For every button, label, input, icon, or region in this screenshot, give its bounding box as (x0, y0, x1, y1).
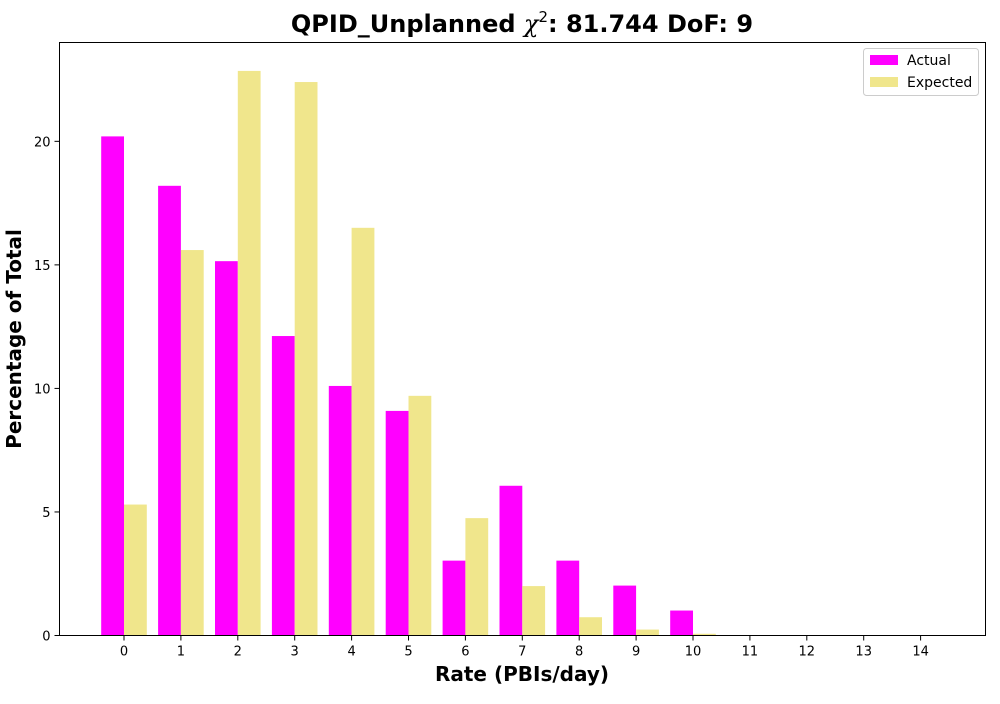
legend-swatch-expected (870, 77, 898, 87)
x-axis-label: Rate (PBIs/day) (435, 662, 609, 686)
chart-title: QPID_Unplanned χ2: 81.744 DoF: 9 (291, 8, 753, 38)
bar-expected-9 (636, 630, 659, 636)
x-tick-label-13: 13 (855, 645, 872, 660)
chart-title-prefix: QPID_Unplanned (291, 10, 524, 38)
bar-actual-6 (443, 561, 466, 636)
chart-title-chi-symbol: χ (522, 10, 540, 38)
x-tick-label-5: 5 (404, 645, 412, 660)
bar-actual-3 (272, 336, 295, 635)
bar-expected-8 (579, 617, 602, 635)
bar-expected-0 (124, 505, 147, 636)
x-tick-label-8: 8 (575, 645, 583, 660)
x-tick-label-6: 6 (461, 645, 469, 660)
y-tick-label-0: 0 (42, 630, 50, 645)
bar-actual-10 (670, 611, 693, 636)
bar-expected-5 (409, 396, 432, 636)
bar-actual-4 (329, 386, 352, 636)
bar-actual-5 (386, 411, 409, 636)
bar-expected-1 (181, 250, 204, 635)
bar-expected-3 (295, 82, 318, 635)
x-tick-label-7: 7 (518, 645, 526, 660)
x-tick-label-14: 14 (912, 645, 929, 660)
chart-title-suffix: : 81.744 DoF: 9 (548, 10, 753, 38)
y-tick-label-15: 15 (34, 259, 51, 274)
bar-actual-8 (556, 561, 579, 636)
legend: Actual Expected (864, 49, 979, 96)
bar-expected-6 (465, 518, 488, 635)
x-tick-label-9: 9 (632, 645, 640, 660)
y-tick-label-20: 20 (34, 135, 51, 150)
x-tick-label-0: 0 (120, 645, 128, 660)
legend-swatch-actual (870, 55, 898, 65)
bar-actual-9 (613, 586, 636, 636)
x-tick-label-2: 2 (234, 645, 242, 660)
bar-expected-4 (352, 228, 375, 636)
bar-expected-7 (522, 586, 545, 635)
x-tick-label-11: 11 (742, 645, 759, 660)
bar-actual-0 (101, 136, 124, 635)
y-tick-label-10: 10 (34, 382, 51, 397)
legend-label-expected: Expected (907, 75, 972, 91)
x-tick-label-1: 1 (177, 645, 185, 660)
bar-actual-1 (158, 186, 181, 636)
y-axis-label: Percentage of Total (2, 229, 26, 449)
x-tick-label-3: 3 (291, 645, 299, 660)
chart-title-chi-exponent: 2 (538, 8, 548, 26)
bar-actual-7 (500, 486, 523, 636)
legend-label-actual: Actual (907, 53, 951, 69)
x-tick-label-10: 10 (685, 645, 702, 660)
bar-actual-2 (215, 261, 238, 635)
x-tick-label-12: 12 (799, 645, 816, 660)
x-tick-label-4: 4 (347, 645, 355, 660)
y-tick-label-5: 5 (42, 506, 50, 521)
bar-expected-2 (238, 71, 261, 636)
